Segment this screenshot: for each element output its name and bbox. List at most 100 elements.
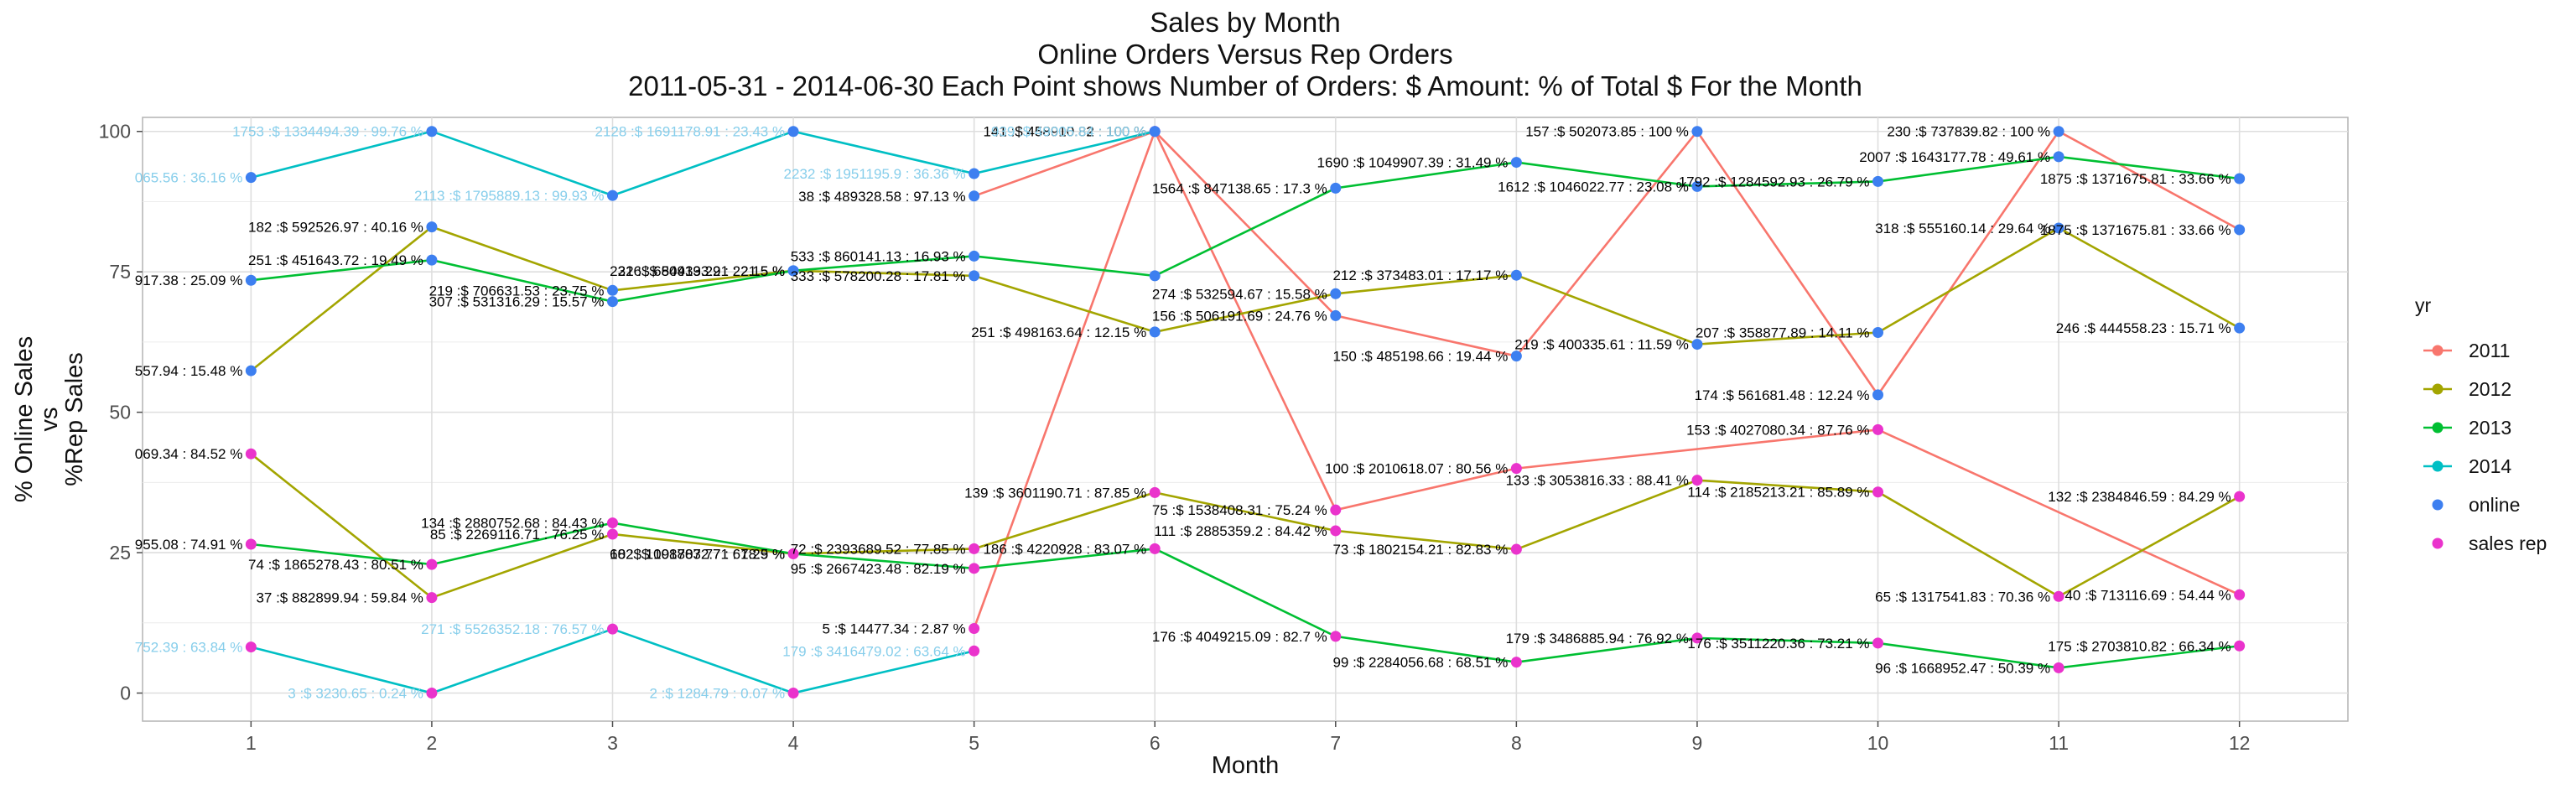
x-tick-label: 1 [246, 732, 257, 754]
x-tick-label: 9 [1692, 732, 1703, 754]
data-point-2011-online [1691, 126, 1703, 138]
data-point-2014-rep [606, 623, 618, 635]
legend-swatch-point [2432, 538, 2444, 549]
data-point-2012-rep [426, 592, 438, 604]
data-point-2011-online [969, 190, 980, 202]
y-tick-label: 100 [99, 121, 131, 143]
point-label: 274 :$ 532594.67 : 15.58 % [1152, 286, 1327, 302]
data-point-2011-rep [1872, 423, 1884, 435]
data-point-2013-online [787, 265, 799, 277]
data-point-2013-online [1510, 157, 1522, 169]
legend-label: online [2469, 494, 2520, 516]
point-label: 271 :$ 5526352.18 : 76.57 % [421, 621, 604, 637]
point-label: 75 :$ 1538408.31 : 75.24 % [1152, 502, 1327, 518]
data-point-2014-rep [969, 645, 980, 657]
legend-swatch-point [2432, 499, 2444, 511]
data-point-2012-online [1330, 288, 1342, 299]
data-point-2012-online [1872, 327, 1884, 339]
data-point-2014-online [606, 190, 618, 201]
point-label: 221 :$ 680913.29 : 22.15 % [610, 263, 785, 279]
data-point-2014-rep [245, 641, 257, 653]
point-label: 1875 :$ 1371675.81 : 33.66 % [2040, 171, 2231, 187]
point-label: 37 :$ 882899.94 : 59.84 % [256, 590, 423, 606]
point-label: 326 :$ 544393.21 : 21.5 % [618, 263, 785, 279]
data-point-2013-online [969, 250, 980, 262]
x-tick-label: 3 [607, 732, 618, 754]
point-label: 176 :$ 3511220.36 : 73.21 % [1687, 636, 1869, 652]
x-tick-label: 2 [427, 732, 438, 754]
data-point-2011-online [1872, 389, 1884, 401]
point-label: 186 :$ 4220928 : 83.07 % [983, 541, 1146, 557]
point-label: 065.56 : 36.16 % [135, 170, 243, 186]
point-label: 752.39 : 63.84 % [135, 640, 243, 656]
data-point-2013-online [1872, 175, 1884, 187]
data-point-2013-online [1330, 182, 1342, 194]
point-label: 132 :$ 2384846.59 : 84.29 % [2048, 489, 2231, 505]
point-label: 2232 :$ 1951195.9 : 36.36 % [784, 166, 966, 182]
x-tick-label: 10 [1867, 732, 1889, 754]
legend-label: 2012 [2469, 378, 2511, 400]
series-line-2013-online [251, 155, 2240, 304]
data-point-2014-online [426, 126, 438, 138]
point-label: 114 :$ 2185213.21 : 85.89 % [1687, 485, 1869, 501]
series-line-2013-rep [251, 522, 2240, 669]
data-point-2011-rep [1510, 463, 1522, 475]
data-point-2014-online [245, 172, 257, 184]
y-tick-label: 75 [109, 261, 131, 283]
data-point-2013-online [606, 296, 618, 308]
point-label: 955.08 : 74.91 % [135, 537, 243, 553]
point-label: 174 :$ 561681.48 : 12.24 % [1695, 387, 1870, 403]
point-label: 68 :$ 1001803.77 : 61.29 % [610, 546, 785, 562]
data-point-2013-online [2234, 173, 2246, 184]
x-tick-label: 4 [788, 732, 799, 754]
data-point-2013-rep [1510, 657, 1522, 668]
y-axis-title-line-3: %Rep Sales [61, 352, 88, 486]
point-label: 111 :$ 2885359.2 : 84.42 % [1154, 523, 1327, 539]
data-point-2013-rep [245, 538, 257, 550]
data-point-2013-online [1149, 270, 1161, 282]
x-tick-label: 12 [2229, 732, 2251, 754]
data-point-2012-rep [2053, 590, 2064, 602]
data-point-2013-rep [2234, 640, 2246, 652]
legend: yr 2011 2012 2013 2014 online sales rep [2415, 294, 2547, 554]
point-label: 939 :$ 49005.84 : 100 % [991, 124, 1146, 140]
point-label: 175 :$ 2703810.82 : 66.34 % [2048, 638, 2231, 654]
point-label: 100 :$ 2010618.07 : 80.56 % [1325, 461, 1508, 477]
y-tick-label: 25 [109, 542, 131, 564]
point-label: 2113 :$ 1795889.13 : 99.93 % [414, 188, 605, 204]
data-point-2012-online [969, 270, 980, 282]
point-label: 207 :$ 358877.89 : 14.11 % [1696, 325, 1870, 341]
point-label: 251 :$ 498163.64 : 12.15 % [971, 325, 1146, 340]
point-label: 533 :$ 860141.13 : 16.93 % [791, 248, 966, 264]
series-line-2011-online [974, 129, 2241, 397]
point-label: 2007 :$ 1643177.78 : 49.61 % [1859, 149, 2050, 165]
data-point-2012-online [1510, 269, 1522, 281]
point-label: 133 :$ 3053816.33 : 88.41 % [1506, 473, 1689, 489]
data-point-2011-online [1330, 309, 1342, 321]
data-point-2013-online [1691, 180, 1703, 192]
y-axis-title-line-2: vs [36, 408, 63, 432]
point-label: 85 :$ 2269116.71 : 76.25 % [430, 527, 605, 543]
legend-title: yr [2415, 294, 2432, 316]
x-tick-label: 6 [1150, 732, 1161, 754]
data-point-2013-rep [426, 558, 438, 570]
point-label: 134 :$ 2880752.68 : 84.43 % [421, 516, 604, 532]
title-line-2: Online Orders Versus Rep Orders [1037, 39, 1452, 70]
point-label: 5 :$ 14477.34 : 2.87 % [823, 621, 966, 636]
point-label: 102 :$ 1987872.71 : 78.5 % [610, 546, 785, 562]
point-label: 74 :$ 1865278.43 : 80.51 % [248, 557, 423, 573]
point-label: 1875 :$ 1371675.81 : 33.66 % [2040, 222, 2231, 238]
legend-swatch-point [2432, 422, 2444, 434]
point-label: 179 :$ 3416479.02 : 63.64 % [782, 643, 965, 659]
point-label: 069.34 : 84.52 % [135, 446, 243, 462]
data-point-2014-rep [426, 688, 438, 699]
data-point-2014-online [1149, 126, 1161, 138]
data-point-2012-online [1691, 339, 1703, 351]
data-point-2011-online [2234, 224, 2246, 236]
data-point-2012-online [2234, 322, 2246, 334]
point-label: 219 :$ 400335.61 : 11.59 % [1514, 337, 1689, 353]
point-label: 2 :$ 1284.79 : 0.07 % [649, 686, 785, 702]
